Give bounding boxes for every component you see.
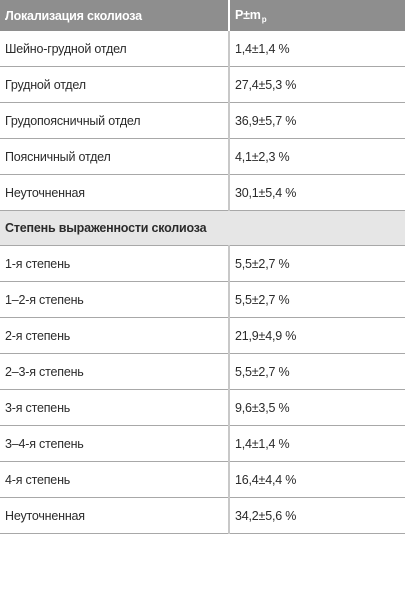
table-row: 4-я степень 16,4±4,4 % bbox=[0, 461, 405, 498]
table-row: 1–2-я степень 5,5±2,7 % bbox=[0, 281, 405, 318]
row-value: 34,2±5,6 % bbox=[228, 497, 405, 534]
header-localization: Локализация сколиоза bbox=[0, 0, 229, 31]
row-value: 5,5±2,7 % bbox=[228, 281, 405, 318]
table-row: 1-я степень 5,5±2,7 % bbox=[0, 245, 405, 282]
header-p-m-subscript: p bbox=[261, 14, 267, 24]
table-row: Грудной отдел 27,4±5,3 % bbox=[0, 66, 405, 103]
row-value: 5,5±2,7 % bbox=[228, 353, 405, 390]
table-row: 2-я степень 21,9±4,9 % bbox=[0, 317, 405, 354]
table-row: Шейно-грудной отдел 1,4±1,4 % bbox=[0, 31, 405, 67]
row-value: 5,5±2,7 % bbox=[228, 245, 405, 282]
table-row: 3-я степень 9,6±3,5 % bbox=[0, 389, 405, 426]
section-title: Степень выраженности сколиоза bbox=[0, 210, 405, 246]
table-header-row: Локализация сколиоза P±mp bbox=[0, 0, 405, 31]
header-p-m-main: P±m bbox=[235, 7, 261, 22]
row-label: Неуточненная bbox=[0, 174, 229, 211]
table-row: Неуточненная 34,2±5,6 % bbox=[0, 497, 405, 534]
row-value: 16,4±4,4 % bbox=[228, 461, 405, 498]
row-label: 2–3-я степень bbox=[0, 353, 229, 390]
row-label: Поясничный отдел bbox=[0, 138, 229, 175]
header-p-m: P±mp bbox=[228, 0, 405, 31]
table-row: 3–4-я степень 1,4±1,4 % bbox=[0, 425, 405, 462]
table-row: Поясничный отдел 4,1±2,3 % bbox=[0, 138, 405, 175]
row-label: 3–4-я степень bbox=[0, 425, 229, 462]
row-label: 2-я степень bbox=[0, 317, 229, 354]
table-row: 2–3-я степень 5,5±2,7 % bbox=[0, 353, 405, 390]
table-row: Грудопоясничный отдел 36,9±5,7 % bbox=[0, 102, 405, 139]
scoliosis-table: Локализация сколиоза P±mp Шейно-грудной … bbox=[0, 0, 405, 534]
row-label: 4-я степень bbox=[0, 461, 229, 498]
row-value: 21,9±4,9 % bbox=[228, 317, 405, 354]
row-value: 9,6±3,5 % bbox=[228, 389, 405, 426]
row-label: 1–2-я степень bbox=[0, 281, 229, 318]
row-label: 1-я степень bbox=[0, 245, 229, 282]
row-value: 27,4±5,3 % bbox=[228, 66, 405, 103]
row-value: 4,1±2,3 % bbox=[228, 138, 405, 175]
table-row: Неуточненная 30,1±5,4 % bbox=[0, 174, 405, 211]
row-label: Грудопоясничный отдел bbox=[0, 102, 229, 139]
row-label: 3-я степень bbox=[0, 389, 229, 426]
row-value: 1,4±1,4 % bbox=[228, 425, 405, 462]
row-label: Неуточненная bbox=[0, 497, 229, 534]
row-label: Шейно-грудной отдел bbox=[0, 31, 229, 67]
section-header-row: Степень выраженности сколиоза bbox=[0, 210, 405, 246]
row-label: Грудной отдел bbox=[0, 66, 229, 103]
row-value: 36,9±5,7 % bbox=[228, 102, 405, 139]
row-value: 1,4±1,4 % bbox=[228, 31, 405, 67]
row-value: 30,1±5,4 % bbox=[228, 174, 405, 211]
